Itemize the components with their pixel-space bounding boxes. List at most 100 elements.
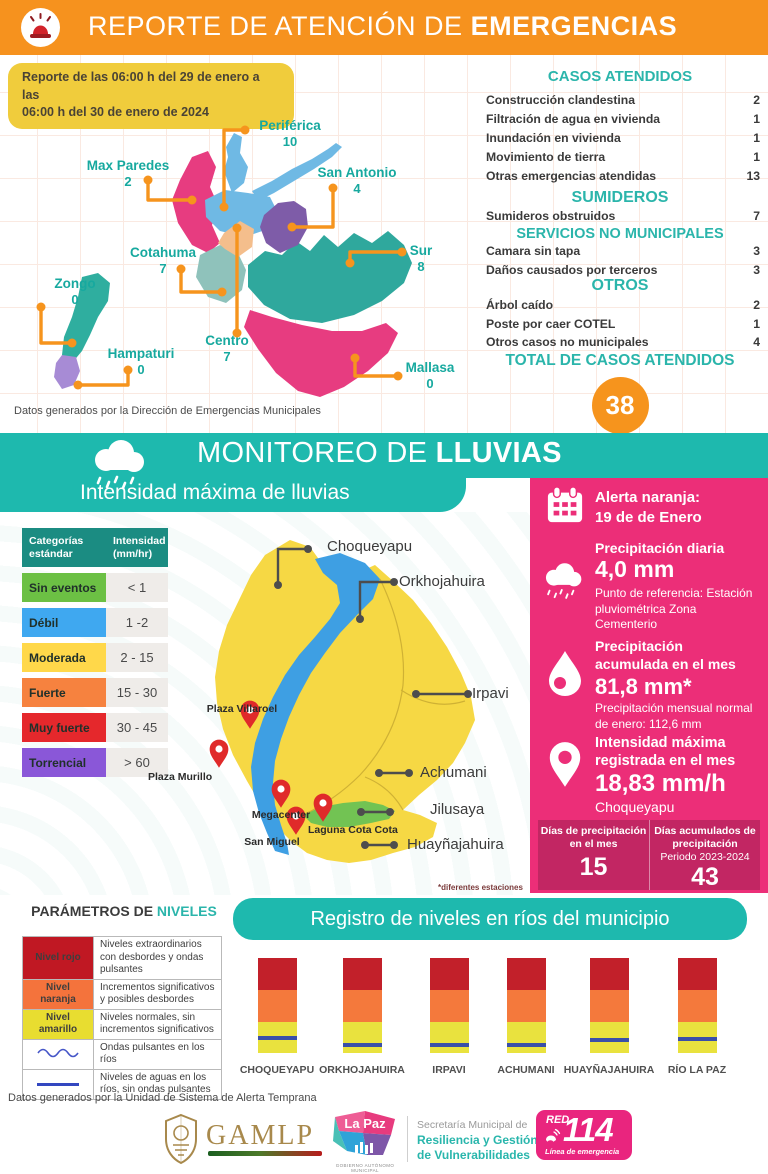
- district-label-sur: Sur 8: [409, 243, 433, 275]
- legend-row: Fuerte 15 - 30: [22, 678, 168, 708]
- rain-intensity-map: [209, 540, 475, 863]
- bar-label-irpavi: IRPAVI: [432, 1064, 466, 1076]
- rain-section-subtitle: Intensidad máxima de lluvias: [80, 481, 350, 504]
- rain-cloud-small-icon: [545, 563, 582, 599]
- district-sur-shape: [248, 231, 412, 323]
- daily-precip-reference: Punto de referencia: Estación pluviométr…: [595, 586, 753, 632]
- case-row: Otros casos no municipales 4: [486, 335, 760, 350]
- case-row: Sumideros obstruidos 7: [486, 209, 760, 224]
- river-label-achumani: Achumani: [420, 764, 487, 781]
- river-levels-banner: Registro de niveles en ríos del municipi…: [233, 898, 747, 940]
- red114-logo: RED 114 Línea de emergencia: [536, 1110, 632, 1160]
- level-row-steady: Niveles de aguas en los ríos, sin ondas …: [22, 1068, 222, 1100]
- water-drop-icon: [549, 651, 581, 696]
- report-period-box: Reporte de las 06:00 h del 29 de enero a…: [8, 63, 294, 129]
- cases-title: CASOS ATENDIDOS: [547, 68, 693, 85]
- case-row: Camara sin tapa 3: [486, 244, 760, 259]
- secretaria-line3: de Vulnerabilidades: [417, 1148, 530, 1162]
- daily-precip-label: Precipitación diaria: [595, 540, 725, 556]
- max-intensity-value: 18,83 mm/h: [595, 770, 726, 797]
- rain-section-title: MONITOREO DE LLUVIAS: [197, 437, 562, 469]
- month-normal-note: Precipitación mensual normal de enero: 1…: [595, 701, 753, 731]
- levels-params-title: PARÁMETROS DE NIVELES: [31, 903, 217, 919]
- svg-text:La Paz: La Paz: [344, 1116, 386, 1131]
- river-bar-orkhojahuira: [343, 958, 382, 1053]
- district-label-hampaturi: Hampaturi 0: [107, 346, 175, 378]
- max-intensity-label: Intensidad máxima registrada en el mes: [595, 735, 736, 770]
- sumideros-title: SUMIDEROS: [571, 188, 669, 206]
- days-month-cell: Días de precipitación en el mes 15: [540, 825, 647, 882]
- rain-intensity-legend: Categorías estándar Intensidad (mm/hr) S…: [22, 528, 168, 778]
- district-cotahuma-shape: [196, 245, 246, 303]
- bar-label-huaynajahuira: HUAYÑAJAHUIRA: [563, 1064, 655, 1076]
- level-row-red: Nivel rojo Niveles extraordinarios con d…: [22, 936, 222, 980]
- alert-label: Alerta naranja:: [595, 489, 701, 506]
- legend-row: Débil 1 -2: [22, 608, 168, 638]
- precip-days-box: Días de precipitación en el mes 15 Días …: [538, 820, 760, 891]
- header-bar: REPORTE DE ATENCIÓN DE EMERGENCIAS: [0, 0, 768, 55]
- total-cases-badge: 38: [591, 376, 649, 434]
- siren-icon: [21, 8, 60, 47]
- district-hampaturi-shape: [54, 355, 80, 389]
- district-label-centro: Centro 7: [205, 333, 249, 365]
- emergencies-source-caption: Datos generados por la Dirección de Emer…: [14, 405, 321, 417]
- page-title-bold: EMERGENCIAS: [470, 11, 678, 41]
- month-precip-label: Precipitación acumulada en el mes: [595, 638, 736, 672]
- total-cases-title: TOTAL DE CASOS ATENDIDOS: [505, 351, 735, 369]
- river-label-choqueyapu: Choqueyapu: [327, 538, 413, 555]
- rain-stats-panel: Alerta naranja: 19 de de Enero Precipita…: [530, 478, 768, 893]
- page-title: REPORTE DE ATENCIÓN DE EMERGENCIAS: [88, 11, 677, 42]
- district-map: [36, 125, 412, 397]
- pin-label-san-miguel: San Miguel: [244, 836, 300, 848]
- level-row-orange: Nivel naranja Incrementos significativos…: [22, 978, 222, 1010]
- phone-icon: [546, 1128, 561, 1142]
- pin-label-plaza-villaroel: Plaza Villaroel: [206, 703, 278, 715]
- district-label-cotahuma: Cotahuma 7: [129, 245, 197, 277]
- bar-label-achumani: ACHUMANI: [497, 1064, 555, 1076]
- river-bar-rio-la-paz: [678, 958, 717, 1053]
- pin-label-laguna-cota-cota: Laguna Cota Cota: [308, 824, 398, 836]
- rain-subtitle-bar: [0, 478, 466, 512]
- subbasin-borders: [302, 578, 466, 816]
- servicios-title: SERVICIOS NO MUNICIPALES: [516, 225, 724, 242]
- river-label-irpavi: Irpavi: [472, 685, 509, 702]
- case-row: Daños causados por terceros 3: [486, 262, 760, 277]
- case-row: Movimiento de tierra 1: [486, 149, 760, 164]
- legend-header: Categorías estándar Intensidad (mm/hr): [22, 528, 168, 568]
- case-row: Construcción clandestina 2: [486, 93, 760, 108]
- river-bar-achumani: [507, 958, 546, 1053]
- legend-row: Sin eventos < 1: [22, 573, 168, 603]
- rain-map-weak-zone: [251, 553, 380, 855]
- river-bar-huaynajahuira: [590, 958, 629, 1053]
- footer-divider: [407, 1116, 408, 1162]
- river-bar-irpavi: [430, 958, 469, 1053]
- bar-label-rio-la-paz: RÍO LA PAZ: [667, 1064, 727, 1076]
- gamlp-crest-logo: [165, 1113, 197, 1165]
- legend-row: Torrencial > 60: [22, 748, 168, 778]
- river-label-connectors: [276, 547, 470, 847]
- page-title-regular: REPORTE DE ATENCIÓN DE: [88, 11, 471, 41]
- river-label-dots: [274, 545, 472, 849]
- month-precip-value: 81,8 mm*: [595, 674, 692, 699]
- case-row: Otras emergencias atendidas 13: [486, 168, 760, 183]
- pin-label-plaza-murillo: Plaza Murillo: [148, 771, 213, 783]
- rain-cloud-icon: [95, 440, 144, 490]
- report-period-line2: 06:00 h del 30 de enero de 2024: [22, 105, 209, 119]
- secretaria-line2: Resiliencia y Gestión: [417, 1133, 538, 1147]
- district-mallasa-shape: [244, 310, 398, 397]
- red114-red-text: RED: [546, 1114, 570, 1126]
- max-intensity-place: Choqueyapu: [595, 799, 675, 815]
- gamlp-ribbon: [208, 1151, 322, 1156]
- report-period-line1: Reporte de las 06:00 h del 29 de enero a…: [22, 70, 260, 102]
- district-label-zongo: Zongo 0: [54, 276, 96, 308]
- case-row: Filtración de agua en vivienda 1: [486, 112, 760, 127]
- district-label-max-paredes: Max Paredes 2: [86, 158, 170, 190]
- place-pins: [209, 700, 333, 835]
- stations-note: *diferentes estaciones: [438, 883, 523, 892]
- case-row: Árbol caído 2: [486, 297, 760, 312]
- days-accum-cell: Días acumulados de precipitación Periodo…: [649, 820, 760, 891]
- district-connector-dots: [36, 125, 407, 390]
- river-bar-choqueyapu: [258, 958, 297, 1053]
- river-label-huaynajahuira: Huayñajahuira: [407, 836, 504, 853]
